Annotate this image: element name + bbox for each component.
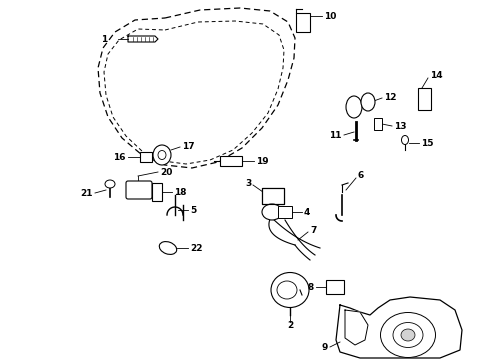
Text: 4: 4 (304, 207, 310, 216)
Ellipse shape (381, 312, 436, 357)
Text: 12: 12 (384, 93, 396, 102)
Polygon shape (336, 297, 462, 358)
Text: 8: 8 (308, 283, 314, 292)
Ellipse shape (271, 273, 309, 307)
FancyBboxPatch shape (126, 181, 152, 199)
Text: 9: 9 (321, 343, 328, 352)
Ellipse shape (401, 329, 415, 341)
Text: 11: 11 (329, 131, 342, 140)
Ellipse shape (153, 145, 171, 165)
Text: 13: 13 (394, 122, 407, 131)
FancyBboxPatch shape (296, 13, 310, 32)
Text: 6: 6 (358, 171, 364, 180)
Text: 18: 18 (174, 188, 187, 197)
Text: 21: 21 (80, 189, 93, 198)
Text: 3: 3 (246, 179, 252, 188)
Text: 15: 15 (421, 139, 434, 148)
Text: 7: 7 (310, 225, 317, 234)
Text: 20: 20 (160, 167, 172, 176)
Ellipse shape (105, 180, 115, 188)
FancyBboxPatch shape (262, 188, 284, 204)
Polygon shape (345, 310, 368, 345)
Text: 19: 19 (256, 157, 269, 166)
FancyBboxPatch shape (326, 280, 344, 294)
Ellipse shape (346, 96, 362, 118)
Ellipse shape (401, 135, 409, 144)
Text: 2: 2 (287, 320, 293, 329)
Text: 5: 5 (190, 206, 196, 215)
Text: 1: 1 (101, 35, 107, 44)
Polygon shape (128, 36, 158, 42)
Ellipse shape (159, 242, 177, 255)
FancyBboxPatch shape (278, 206, 292, 218)
Ellipse shape (262, 204, 282, 220)
Polygon shape (262, 188, 284, 204)
Ellipse shape (361, 93, 375, 111)
FancyBboxPatch shape (374, 118, 382, 130)
Ellipse shape (158, 150, 166, 159)
FancyBboxPatch shape (140, 152, 152, 162)
Ellipse shape (277, 281, 297, 299)
Ellipse shape (393, 323, 423, 347)
Text: 10: 10 (324, 12, 336, 21)
Text: 22: 22 (190, 243, 202, 252)
Text: 16: 16 (114, 153, 126, 162)
Text: 17: 17 (182, 141, 195, 150)
FancyBboxPatch shape (418, 88, 431, 110)
Text: 14: 14 (430, 71, 442, 80)
FancyBboxPatch shape (152, 183, 162, 201)
FancyBboxPatch shape (220, 156, 242, 166)
